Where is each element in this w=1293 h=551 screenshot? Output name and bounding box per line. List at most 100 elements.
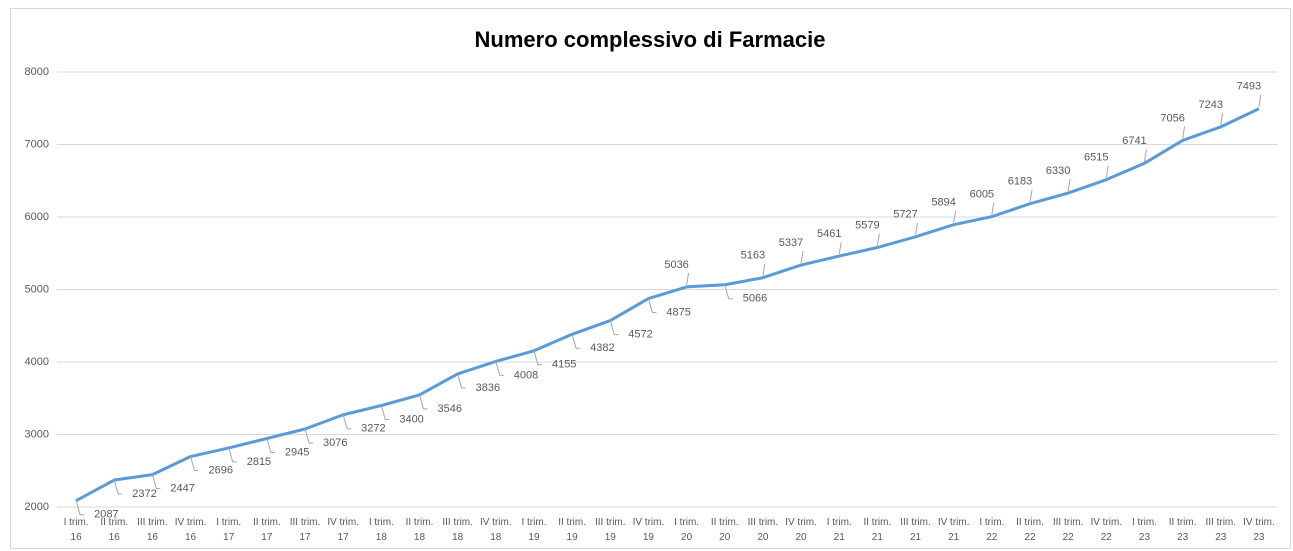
data-label: 3836 xyxy=(476,382,500,394)
y-tick-label: 5000 xyxy=(25,283,49,295)
x-tick-label: III trim. 20 xyxy=(747,517,779,543)
leader-line xyxy=(495,361,504,376)
x-tick-label: II trim. 18 xyxy=(405,517,434,543)
y-tick-label: 8000 xyxy=(25,66,49,78)
leader-line xyxy=(915,222,919,235)
data-label: 5163 xyxy=(741,250,765,262)
leader-line xyxy=(1258,94,1262,107)
x-tick-label: II trim. 16 xyxy=(100,517,129,543)
data-label: 3546 xyxy=(437,403,461,415)
data-label: 4382 xyxy=(590,342,614,354)
x-tick-label: I trim. 20 xyxy=(674,517,700,543)
leader-line xyxy=(762,263,766,276)
leader-line xyxy=(1067,178,1071,192)
x-tick-label: IV trim. 19 xyxy=(632,517,665,543)
data-label: 2945 xyxy=(285,446,309,458)
data-label: 4875 xyxy=(666,306,690,318)
y-tick-label: 6000 xyxy=(25,211,49,223)
data-label: 2447 xyxy=(170,482,194,494)
line xyxy=(75,107,1260,503)
leader-line xyxy=(75,500,85,516)
leader-line xyxy=(876,233,880,246)
data-label: 5727 xyxy=(893,209,917,221)
data-label: 5337 xyxy=(779,237,803,249)
x-tick-label: II trim. 21 xyxy=(863,517,892,543)
x-tick-label: III trim. 18 xyxy=(442,517,473,543)
data-label: 2372 xyxy=(132,488,156,500)
leader-line xyxy=(457,373,466,389)
data-label: 6741 xyxy=(1122,135,1146,147)
leader-line xyxy=(800,250,804,264)
x-tick-label: IV trim. 18 xyxy=(479,517,512,543)
data-label: 6515 xyxy=(1084,152,1108,164)
data-label: 3272 xyxy=(361,423,385,435)
data-label: 5036 xyxy=(664,259,688,271)
leader-line xyxy=(1143,149,1147,162)
leader-line xyxy=(647,298,657,314)
x-tick-label: I trim. 17 xyxy=(216,517,242,543)
data-label: 5894 xyxy=(931,197,955,209)
x-tick-label: I trim. 21 xyxy=(826,517,852,543)
x-tick-label: IV trim. 16 xyxy=(174,517,207,543)
data-label: 2815 xyxy=(247,456,271,468)
leader-line xyxy=(380,405,390,420)
data-label: 3400 xyxy=(399,413,423,425)
x-tick-label: II trim. 19 xyxy=(558,517,586,543)
x-tick-label: III trim. 17 xyxy=(289,517,321,543)
x-tick-label: IV trim. 20 xyxy=(785,517,817,543)
x-tick-label: I trim. 16 xyxy=(63,517,89,543)
x-tick-label: IV trim. 17 xyxy=(327,517,359,543)
leader-line xyxy=(1220,112,1224,125)
leader-line xyxy=(609,320,619,336)
data-label: 6183 xyxy=(1008,176,1032,188)
data-label: 4008 xyxy=(514,369,538,381)
x-tick-label: III trim. 22 xyxy=(1052,517,1084,543)
data-label: 6330 xyxy=(1046,165,1070,177)
data-label: 5461 xyxy=(817,228,841,240)
leader-line xyxy=(1029,189,1033,202)
data-label: 5579 xyxy=(855,219,879,231)
data-label: 2087 xyxy=(94,509,118,521)
leader-line xyxy=(228,447,237,463)
chart-title: Numero complessivo di Farmacie xyxy=(475,27,826,52)
leader-line xyxy=(571,334,581,349)
leader-line xyxy=(838,241,842,255)
data-label: 7243 xyxy=(1199,99,1223,111)
data-label: 7493 xyxy=(1237,81,1261,93)
leader-line xyxy=(190,456,199,472)
data-label: 2696 xyxy=(209,464,233,476)
leader-line xyxy=(1105,165,1109,178)
x-tick-label: I trim. 22 xyxy=(979,517,1005,543)
data-label: 5066 xyxy=(743,293,767,305)
y-tick-label: 4000 xyxy=(25,356,49,368)
x-tick-label: II trim. 20 xyxy=(710,517,739,543)
x-tick-label: IV trim. 21 xyxy=(937,517,970,543)
chart-border xyxy=(10,8,1291,549)
leader-line xyxy=(724,284,733,300)
x-tick-label: III trim. 19 xyxy=(594,517,626,543)
x-tick-label: I trim. 23 xyxy=(1131,517,1157,543)
x-tick-label: I trim. 18 xyxy=(368,517,394,543)
x-tick-label: IV trim. 23 xyxy=(1243,517,1275,543)
x-tick-label: IV trim. 22 xyxy=(1090,517,1123,543)
leader-line xyxy=(419,394,428,410)
data-label: 3076 xyxy=(323,437,347,449)
leader-line xyxy=(342,414,352,430)
data-label: 4155 xyxy=(552,359,576,371)
data-label: 4572 xyxy=(628,328,652,340)
leader-line xyxy=(686,272,690,285)
x-tick-label: II trim. 22 xyxy=(1016,517,1044,543)
x-tick-label: III trim. 23 xyxy=(1205,517,1237,543)
leader-line xyxy=(113,479,123,495)
y-tick-label: 2000 xyxy=(25,501,49,513)
x-tick-label: II trim. 23 xyxy=(1168,517,1197,543)
leader-line xyxy=(953,210,957,223)
leader-line xyxy=(151,474,161,490)
leader-line xyxy=(533,350,542,366)
y-tick-label: 7000 xyxy=(25,138,49,150)
x-tick-label: III trim. 21 xyxy=(900,517,931,543)
x-tick-label: II trim. 17 xyxy=(252,517,281,543)
x-tick-label: III trim. 16 xyxy=(137,517,168,543)
